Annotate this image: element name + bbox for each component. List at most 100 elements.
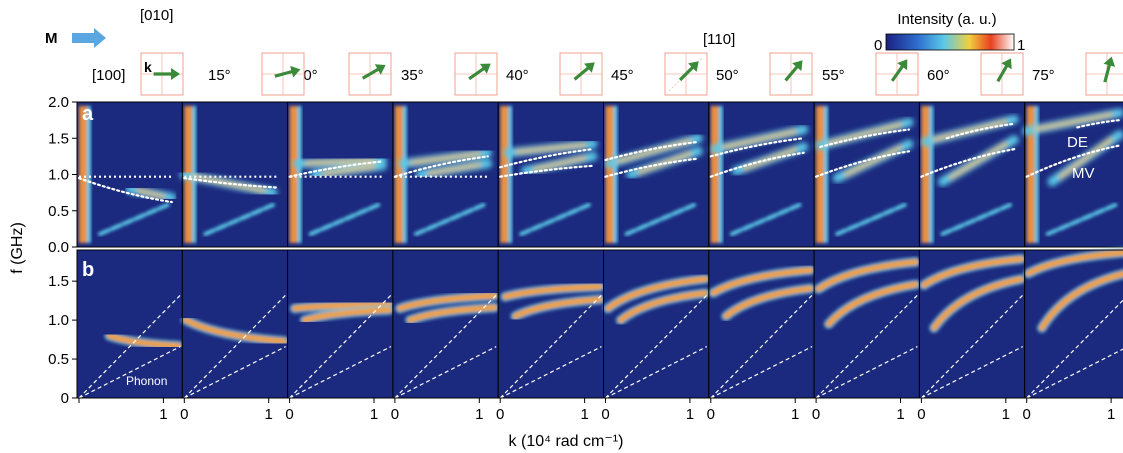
colorbar-max-label: 1 (1017, 37, 1025, 54)
phonon-annotation: Phonon (126, 374, 167, 388)
phonon-line (289, 294, 392, 399)
phonon-line (499, 346, 602, 399)
angle-label-60: 60° (927, 67, 950, 84)
phonon-line (499, 294, 602, 399)
x-tick-label: 1 (159, 406, 167, 423)
axis-100-label: [100] (92, 67, 125, 84)
phonon-line (78, 346, 181, 399)
panel-b-45 (603, 249, 711, 399)
de-curve (288, 160, 384, 178)
phonon-line (815, 346, 918, 399)
mv-curve (815, 150, 911, 178)
phonon-streaks (414, 202, 486, 236)
panel-a-50 (708, 101, 815, 248)
x-tick-label: 1 (475, 406, 483, 423)
inset-50 (769, 52, 813, 96)
angle-label-75: 75° (1032, 67, 1055, 84)
x-tick-label: 1 (265, 406, 273, 423)
phonon-line (920, 294, 1024, 399)
y-tick-label-bottom: 1.5 (48, 273, 69, 290)
panel-a-60 (918, 101, 1026, 248)
phonon-streaks (624, 202, 697, 236)
panel-a-30 (287, 101, 394, 248)
mv-curve (709, 151, 805, 178)
panel-a-55 (813, 101, 920, 248)
angle-label-35: 35° (401, 67, 424, 84)
x-tick-label: 0 (917, 406, 925, 423)
y-axis-label: f (GHz) (9, 222, 26, 274)
phonon-line (78, 294, 181, 399)
k0-band (500, 106, 509, 243)
k0-band (79, 106, 87, 243)
y-tick-label-bottom: 1.0 (48, 312, 69, 329)
x-tick-label: 0 (601, 406, 609, 423)
colorbar-min-label: 0 (874, 37, 882, 54)
axis-110-label: [110] (703, 31, 735, 48)
x-tick-label: 0 (391, 406, 399, 423)
x-axis-label: k (10⁴ rad cm⁻¹) (509, 433, 624, 450)
y-tick-label-top: 1.0 (48, 167, 69, 184)
inset-15 (261, 52, 305, 96)
phonon-line (184, 346, 286, 399)
panel-a-40 (497, 101, 605, 248)
phonon-streaks (308, 202, 381, 236)
phonon-streaks (203, 202, 275, 236)
mv-curve (920, 148, 1016, 178)
angle-label-50: 50° (716, 67, 739, 84)
x-tick-label: 0 (496, 406, 504, 423)
inset-45 (664, 52, 708, 96)
angle-label-55: 55° (822, 67, 845, 84)
phonon-line (921, 346, 1023, 399)
phonon-streaks (940, 202, 1013, 236)
x-tick-label: 1 (686, 406, 694, 423)
y-tick-label-top: 0.5 (48, 203, 69, 220)
panel-b-label: b (82, 259, 94, 281)
phonon-line (605, 294, 708, 399)
k0-band (605, 106, 614, 243)
panel-a-15 (179, 101, 289, 248)
phonon-line (815, 294, 918, 399)
inset-0: k (140, 52, 184, 96)
mv-curve (1025, 144, 1121, 178)
inset-60 (980, 52, 1024, 96)
inset-35 (454, 52, 498, 96)
angle-label-45: 45° (611, 67, 634, 84)
magnetization-label: M (45, 30, 58, 47)
phonon-streaks (835, 202, 907, 236)
phonon-line (1026, 299, 1123, 399)
de-curve (709, 137, 805, 158)
y-tick-label-bottom: 0 (61, 390, 69, 407)
phonon-line (1026, 348, 1123, 399)
panel-a-75 (1022, 101, 1123, 248)
de-curve (499, 148, 595, 169)
x-tick-label: 1 (370, 406, 378, 423)
mv-annotation: MV (1072, 165, 1095, 182)
de-curve (1076, 119, 1121, 129)
phonon-streaks (729, 202, 802, 236)
panel-b-60 (918, 249, 1027, 399)
panel-b-15 (180, 249, 289, 399)
mv-curve (604, 157, 700, 178)
colorbar-title: Intensity (a. u.) (897, 11, 996, 28)
y-tick-label-bottom: 0.5 (48, 351, 69, 368)
de-curve (183, 177, 279, 189)
angle-label-15: 15° (208, 67, 231, 84)
phonon-streaks (1045, 202, 1118, 236)
phonon-line (710, 294, 813, 399)
x-tick-label: 1 (580, 406, 588, 423)
panel-a-45 (603, 101, 710, 248)
panel-b-35 (392, 249, 500, 399)
de-annotation: DE (1067, 134, 1088, 151)
x-tick-label: 1 (1002, 406, 1010, 423)
x-tick-label: 0 (707, 406, 715, 423)
inset-55 (875, 52, 919, 96)
panel-b-40 (497, 249, 605, 399)
de-curve (77, 177, 173, 204)
phonon-line (394, 346, 497, 399)
x-tick-label: 1 (896, 406, 904, 423)
x-tick-label: 1 (791, 406, 799, 423)
de-curve (393, 155, 489, 178)
y-tick-label-top: 2.0 (48, 94, 69, 111)
axis-010-label: [010] (140, 7, 173, 24)
